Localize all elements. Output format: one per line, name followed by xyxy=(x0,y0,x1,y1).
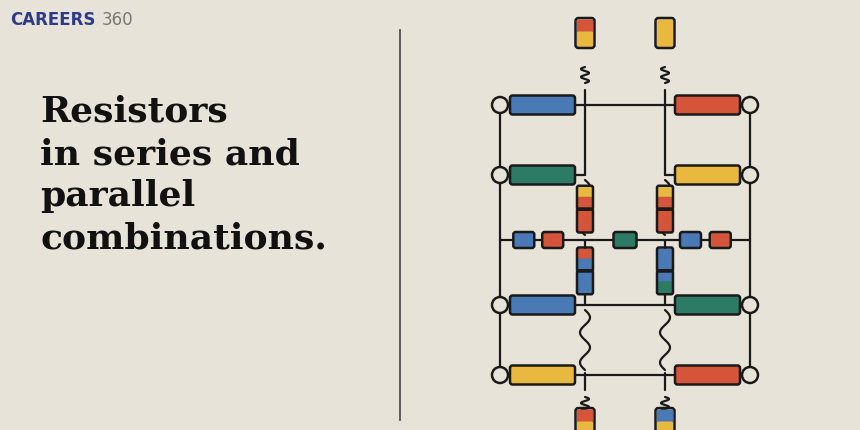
FancyBboxPatch shape xyxy=(578,209,592,222)
FancyBboxPatch shape xyxy=(578,271,592,284)
FancyBboxPatch shape xyxy=(510,295,575,314)
FancyBboxPatch shape xyxy=(657,31,673,47)
Circle shape xyxy=(742,167,758,183)
FancyBboxPatch shape xyxy=(675,166,740,184)
FancyBboxPatch shape xyxy=(658,281,672,294)
FancyBboxPatch shape xyxy=(658,187,672,200)
Circle shape xyxy=(742,367,758,383)
FancyBboxPatch shape xyxy=(578,281,592,294)
FancyBboxPatch shape xyxy=(675,95,740,114)
Circle shape xyxy=(492,297,508,313)
FancyBboxPatch shape xyxy=(510,166,575,184)
FancyBboxPatch shape xyxy=(657,19,673,36)
FancyBboxPatch shape xyxy=(658,209,672,222)
FancyBboxPatch shape xyxy=(658,219,672,233)
FancyBboxPatch shape xyxy=(658,249,672,261)
Circle shape xyxy=(742,297,758,313)
FancyBboxPatch shape xyxy=(710,232,731,248)
FancyBboxPatch shape xyxy=(675,295,740,314)
FancyBboxPatch shape xyxy=(577,19,593,36)
FancyBboxPatch shape xyxy=(577,421,593,430)
Circle shape xyxy=(492,97,508,113)
Text: CAREERS: CAREERS xyxy=(10,11,95,29)
FancyBboxPatch shape xyxy=(675,366,740,384)
FancyBboxPatch shape xyxy=(657,409,673,426)
FancyBboxPatch shape xyxy=(577,31,593,47)
FancyBboxPatch shape xyxy=(658,271,672,284)
FancyBboxPatch shape xyxy=(542,232,563,248)
FancyBboxPatch shape xyxy=(658,197,672,210)
FancyBboxPatch shape xyxy=(578,197,592,210)
FancyBboxPatch shape xyxy=(657,421,673,430)
FancyBboxPatch shape xyxy=(578,187,592,200)
FancyBboxPatch shape xyxy=(578,258,592,271)
FancyBboxPatch shape xyxy=(613,232,636,248)
Circle shape xyxy=(742,97,758,113)
Text: Resistors
in series and
parallel
combinations.: Resistors in series and parallel combina… xyxy=(40,95,327,255)
FancyBboxPatch shape xyxy=(578,249,592,261)
FancyBboxPatch shape xyxy=(680,232,701,248)
FancyBboxPatch shape xyxy=(510,366,575,384)
FancyBboxPatch shape xyxy=(513,232,534,248)
Circle shape xyxy=(492,367,508,383)
FancyBboxPatch shape xyxy=(510,95,575,114)
FancyBboxPatch shape xyxy=(658,258,672,271)
Circle shape xyxy=(492,167,508,183)
FancyBboxPatch shape xyxy=(577,409,593,426)
FancyBboxPatch shape xyxy=(578,219,592,233)
Text: 360: 360 xyxy=(102,11,133,29)
